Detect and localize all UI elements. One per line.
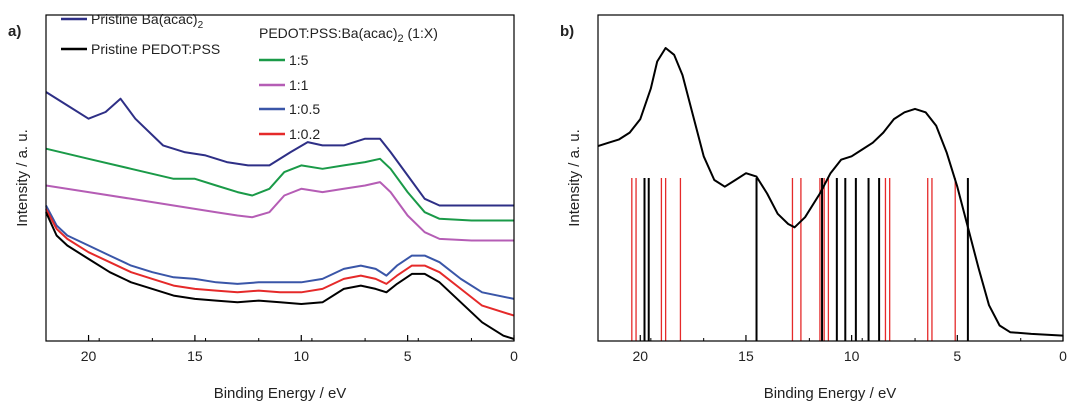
series-line-pristine-ba-acac-2 — [45, 91, 514, 207]
series-line-1-5 — [45, 147, 514, 222]
panel-a-x-tick-label: 15 — [187, 348, 203, 364]
panel-b-x-tick-label: 10 — [844, 348, 860, 364]
legend-ratio-1-1-label: 1:1 — [289, 77, 309, 93]
panel-b-x-tick-label: 15 — [738, 348, 754, 364]
panel-b-x-ticks: 20 15 10 5 0 — [597, 335, 1067, 364]
panel-b-frame — [597, 14, 1064, 342]
series-line-1-0-5 — [45, 205, 515, 300]
panel-b-series — [597, 47, 1064, 337]
series-line-1-0-2 — [45, 208, 515, 317]
panel-a-label: a) — [8, 23, 21, 40]
series-line-spectrum — [597, 47, 1064, 337]
panel-b-x-axis-title: Binding Energy / eV — [764, 385, 897, 402]
panel-b-x-tick-label: 5 — [953, 348, 961, 364]
panel-a-x-tick-label: 5 — [404, 348, 412, 364]
panel-b-x-tick-label: 0 — [1059, 348, 1067, 364]
panel-a-x-tick-label: 10 — [293, 348, 309, 364]
panel-a: a) 20 15 10 5 0 Binding Energy / eV Intensit… — [8, 11, 518, 402]
legend-pristine-ba-acac-label: Pristine Ba(acac)2 — [91, 11, 204, 31]
legend-ratio-1-5-label: 1:5 — [289, 52, 309, 68]
panel-a-y-axis-title: Intensity / a. u. — [14, 129, 31, 227]
panel-a-x-tick-label: 20 — [81, 348, 97, 364]
legend-ratio-1-0-5-label: 1:0.5 — [289, 101, 320, 117]
panel-a-frame — [45, 14, 515, 342]
legend-pristine-pedot-pss-label: Pristine PEDOT:PSS — [91, 41, 220, 57]
panel-a-series — [45, 91, 515, 340]
panel-a-x-ticks: 20 15 10 5 0 — [45, 335, 518, 364]
panel-b-x-tick-label: 20 — [632, 348, 648, 364]
panel-a-legend: Pristine Ba(acac)2 Pristine PEDOT:PSS PEDO… — [61, 11, 438, 142]
panel-b: b) 20 15 10 5 0 Binding Energy / eV Intensit… — [560, 14, 1067, 402]
legend-group-title: PEDOT:PSS:Ba(acac)2 (1:X) — [259, 25, 438, 45]
legend-ratio-1-0-2-label: 1:0.2 — [289, 126, 320, 142]
series-line-1-1 — [45, 181, 514, 242]
series-line-pristine-pedot-pss — [45, 211, 515, 340]
panel-a-x-tick-label: 0 — [510, 348, 518, 364]
panel-b-stick-lines — [631, 178, 969, 341]
panel-a-x-axis-title: Binding Energy / eV — [214, 385, 347, 402]
panel-b-y-axis-title: Intensity / a. u. — [566, 129, 583, 227]
panel-b-label: b) — [560, 23, 574, 40]
